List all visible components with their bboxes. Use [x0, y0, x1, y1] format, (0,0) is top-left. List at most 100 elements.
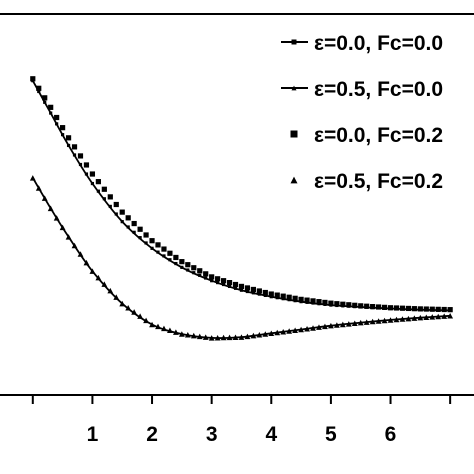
series-4-point-67	[429, 314, 436, 320]
series-4-point-6	[65, 234, 72, 240]
series-3-point-67	[429, 306, 435, 312]
series-3	[30, 76, 453, 313]
legend-marker-2	[291, 85, 297, 91]
series-4	[29, 175, 454, 341]
series-3-point-42	[280, 293, 286, 299]
series-3-point-48	[316, 299, 322, 305]
series-4-point-33	[226, 334, 233, 341]
series-3-point-25	[179, 259, 185, 265]
legend-label-3: ε=0.0, Fc=0.2	[314, 124, 443, 147]
series-3-point-3	[48, 104, 54, 110]
series-1-point-22	[162, 254, 166, 258]
series-4-point-52	[339, 321, 346, 328]
series-3-point-44	[292, 295, 298, 301]
series-4-point-69	[441, 313, 448, 319]
series-3-point-47	[310, 298, 316, 304]
series-4-point-0	[29, 175, 36, 181]
series-3-point-50	[328, 300, 334, 306]
series-4-point-68	[435, 313, 442, 320]
series-3-point-5	[60, 125, 66, 131]
series-4-point-10	[89, 268, 96, 274]
series-4-point-31	[214, 334, 221, 341]
series-3-point-40	[268, 291, 274, 297]
series-4-point-4	[53, 215, 60, 221]
series-1-point-40	[269, 295, 273, 299]
series-1-point-11	[96, 189, 100, 193]
series-1-point-9	[84, 172, 89, 176]
series-4-point-17	[131, 309, 138, 315]
series-4-point-11	[95, 274, 102, 281]
series-3-point-18	[137, 226, 143, 232]
x-tick-label-3: 3	[206, 423, 218, 446]
series-1-point-1	[37, 89, 41, 94]
series-1-point-19	[144, 241, 148, 245]
series-3-point-46	[304, 297, 310, 303]
series-1-point-4	[55, 122, 59, 126]
series-4-point-13	[107, 287, 114, 294]
legend-item-1: ε=0.0, Fc=0.0	[281, 32, 443, 55]
series-4-point-54	[351, 320, 358, 326]
legend-marker-4	[290, 176, 298, 184]
series-3-point-35	[238, 283, 245, 290]
series-4-point-1	[35, 185, 42, 191]
series-1-point-2	[43, 100, 47, 104]
series-4-point-12	[101, 281, 108, 287]
series-2-line	[32, 177, 451, 339]
series-3-point-31	[215, 276, 221, 282]
series-4-point-61	[393, 316, 400, 323]
series-4-point-19	[143, 317, 149, 324]
series-1-point-38	[257, 292, 261, 296]
series-4-point-38	[256, 332, 263, 338]
series-4-point-37	[250, 332, 257, 339]
series-4-point-5	[59, 224, 66, 231]
series-3-point-37	[250, 286, 256, 293]
series-1-point-3	[49, 111, 53, 115]
series-4-point-40	[268, 330, 275, 337]
series-3-point-23	[167, 250, 173, 256]
series-4-point-30	[208, 335, 215, 341]
series-3-point-43	[286, 294, 292, 300]
series-4-point-8	[77, 251, 84, 257]
series-4-point-48	[316, 324, 322, 330]
x-tick-label-6: 6	[385, 423, 397, 446]
legend-item-4: ε=0.5, Fc=0.2	[290, 170, 443, 193]
series-4-point-26	[184, 332, 191, 338]
series-3-point-15	[119, 209, 125, 215]
series-1-point-12	[102, 197, 106, 201]
legend-marker-3	[290, 130, 298, 138]
series-1-point-30	[210, 279, 214, 283]
series-1-point-18	[138, 236, 142, 240]
series-4-point-35	[238, 334, 245, 340]
series-1-point-14	[114, 212, 118, 216]
series-3-point-19	[143, 232, 149, 238]
series-1-point-6	[66, 143, 71, 148]
series-3-point-49	[322, 299, 328, 306]
series-1-point-8	[78, 162, 83, 167]
series-3-point-6	[65, 135, 72, 141]
series-4-point-28	[196, 333, 203, 340]
series-1-point-33	[227, 284, 232, 289]
x-tick-label-2: 2	[146, 423, 158, 446]
series-4-point-27	[190, 332, 197, 339]
x-axis: 1 2 3 4 5 6	[31, 395, 452, 446]
series-4-point-66	[423, 314, 430, 321]
series-4-point-24	[172, 329, 179, 335]
series-4-point-39	[262, 331, 269, 337]
series-3-point-64	[411, 306, 417, 312]
series-3-point-20	[149, 238, 155, 244]
series-4-point-63	[405, 315, 412, 322]
series-3-point-16	[125, 215, 131, 221]
series-1-point-31	[216, 281, 220, 285]
series-1-point-7	[72, 153, 77, 157]
legend-item-2: ε=0.5, Fc=0.0	[281, 78, 443, 101]
series-3-point-53	[346, 302, 352, 308]
plot-frame	[0, 13, 474, 396]
series-3-point-11	[95, 179, 101, 185]
series-3-point-26	[185, 262, 191, 268]
series-1-point-28	[198, 273, 202, 277]
series-3-point-54	[352, 302, 358, 308]
series-layer	[29, 76, 454, 341]
series-3-point-55	[358, 303, 364, 309]
series-4-point-65	[417, 314, 424, 321]
series-3-point-59	[381, 304, 388, 310]
